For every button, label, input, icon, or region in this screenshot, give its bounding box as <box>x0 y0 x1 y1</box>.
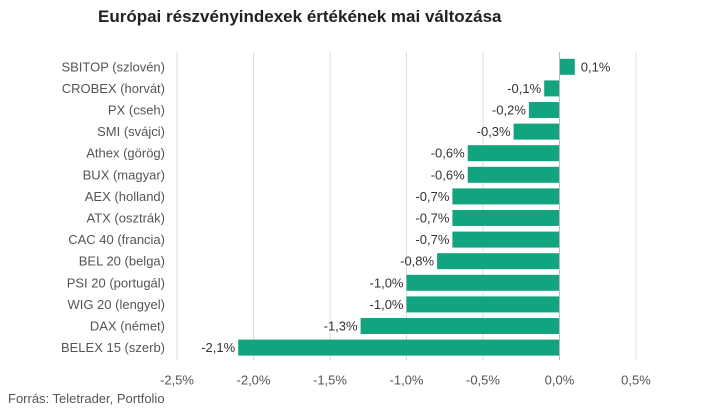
x-tick-label: -1,5% <box>313 372 347 387</box>
bar <box>544 80 560 97</box>
value-label: -1,3% <box>324 319 358 334</box>
bar <box>513 123 560 140</box>
x-tick-label: -2,0% <box>237 372 271 387</box>
value-label: -0,1% <box>507 81 541 96</box>
category-label: AEX (holland) <box>85 189 165 204</box>
bar <box>360 318 560 334</box>
value-label: -0,7% <box>415 189 449 204</box>
category-label: CAC 40 (francia) <box>68 232 165 247</box>
bar <box>406 296 560 313</box>
bar <box>406 274 560 291</box>
bars <box>238 58 575 356</box>
bar <box>437 253 560 270</box>
category-label: Athex (görög) <box>86 146 165 161</box>
category-label: ATX (osztrák) <box>87 211 166 226</box>
x-tick-label: 0,0% <box>545 372 575 387</box>
category-labels: SBITOP (szlovén) CROBEX (horvát) PX (cseh)… <box>61 59 165 355</box>
value-label: 0,1% <box>581 59 611 74</box>
category-label: PX (cseh) <box>108 103 165 118</box>
source-note: Forrás: Teletrader, Portfolio <box>8 391 165 406</box>
value-label: -0,2% <box>492 103 526 118</box>
value-label: -1,0% <box>370 297 404 312</box>
category-label: CROBEX (horvát) <box>62 81 165 96</box>
bar <box>452 188 560 205</box>
value-label: -0,8% <box>400 254 434 269</box>
category-label: BELEX 15 (szerb) <box>61 340 165 355</box>
chart-title: Európai részvényindexek értékének mai vá… <box>98 7 502 26</box>
x-tick-labels: -2,5% -2,0% -1,5% -1,0% -0,5% 0,0% 0,5% <box>160 372 651 387</box>
value-label: -2,1% <box>201 340 235 355</box>
value-label: -0,6% <box>431 167 465 182</box>
category-label: BUX (magyar) <box>83 167 165 182</box>
value-label: -0,7% <box>415 211 449 226</box>
bar <box>559 58 575 75</box>
value-label: -0,3% <box>477 124 511 139</box>
grid-lines <box>176 52 637 361</box>
category-label: WIG 20 (lengyel) <box>67 297 165 312</box>
x-tick-label: -2,5% <box>160 372 194 387</box>
value-labels: 0,1% -0,1% -0,2% -0,3% -0,6% -0,6% -0,7% -0,7% -… <box>201 59 611 355</box>
value-label: -0,6% <box>431 146 465 161</box>
category-label: SBITOP (szlovén) <box>61 59 165 74</box>
category-label: BEL 20 (belga) <box>79 254 165 269</box>
bar <box>467 166 560 183</box>
value-label: -0,7% <box>415 232 449 247</box>
category-label: PSI 20 (portugál) <box>67 275 165 290</box>
bar <box>528 102 560 118</box>
x-tick-label: 0,5% <box>621 372 651 387</box>
bar <box>238 339 560 356</box>
bar <box>467 145 560 162</box>
bar <box>452 210 560 226</box>
value-label: -1,0% <box>370 275 404 290</box>
bar <box>452 231 560 248</box>
category-label: DAX (német) <box>90 319 165 334</box>
category-label: SMI (svájci) <box>97 124 165 139</box>
x-tick-label: -0,5% <box>466 372 500 387</box>
x-tick-label: -1,0% <box>390 372 424 387</box>
